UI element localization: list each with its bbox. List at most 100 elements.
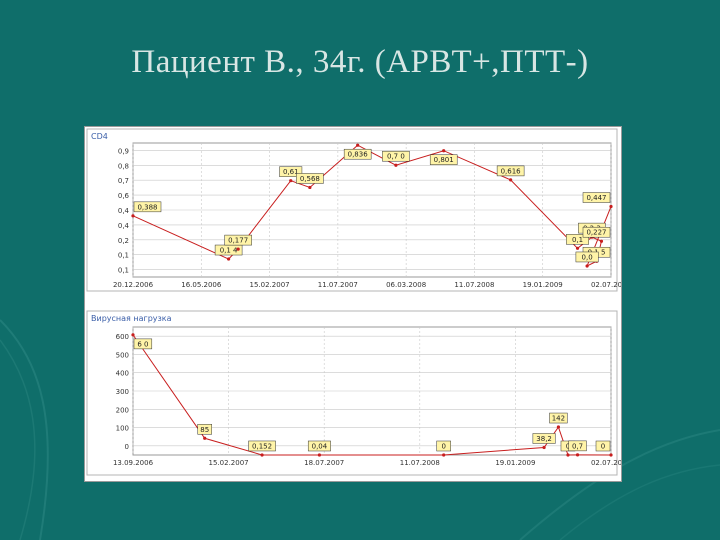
data-label-box [566,234,589,245]
data-point [227,257,231,261]
charts-canvas: CD4 0,1 0,1 0,2 0,4 0,4 0,6 0,7 0,8 0,9 20.12.2006… [86,128,621,476]
data-point [356,143,360,147]
data-point [585,264,589,268]
y-tick-label: 400 [116,370,129,378]
x-tick-label: 15.02.2007 [209,459,249,467]
data-label: 0,7 [572,442,583,450]
data-label-box [307,440,331,452]
chart-panel: CD4 0,1 0,1 0,2 0,4 0,4 0,6 0,7 0,8 0,9 20.12.2006… [84,126,622,482]
y-tick-label: 0,4 [118,222,130,230]
data-label: 0,447 [586,194,606,202]
data-label: 0 [441,443,445,451]
x-tick-label: 11.07.2008 [454,281,494,289]
data-point [260,453,264,457]
y-tick-label: 600 [116,333,129,341]
data-label: 0,388 [137,203,157,211]
data-label: 0,227 [586,229,606,237]
data-label-box [582,192,611,203]
y-tick-label: 100 [116,425,129,433]
data-label: 0,568 [300,175,320,183]
y-tick-label: 200 [116,406,129,414]
x-tick-label: 19.01.2009 [495,459,535,467]
x-tick-label: 19.01.2009 [523,281,563,289]
data-point [308,185,312,190]
data-label: 0,616 [501,167,522,175]
data-label: 0 [601,443,605,451]
data-label: 0,04 [312,442,328,450]
chart-title: Вирусная нагрузка [91,314,172,323]
data-point [442,453,446,457]
data-label-box [382,150,410,162]
data-label-box [197,424,212,435]
data-point [317,453,322,457]
chart-title: CD4 [91,132,108,141]
data-label-box [133,338,153,350]
x-tick-label: 18.07.2007 [304,459,344,467]
data-label-box [133,201,162,213]
data-point [442,149,446,153]
data-point [131,214,135,218]
y-tick-label: 300 [116,388,129,396]
data-label-box [568,440,587,452]
data-point [566,453,570,457]
data-label: 0,177 [228,237,248,245]
data-label: 0,801 [434,156,454,164]
data-label: 0,152 [252,442,272,450]
data-point [575,453,580,457]
data-label-box [582,226,611,238]
data-label-box [343,148,372,160]
data-point [289,179,293,183]
x-tick-label: 20.12.2006 [113,281,154,289]
data-label: 85 [200,426,209,434]
y-tick-label: 0,7 [118,177,129,185]
y-tick-label: 0,1 [118,252,129,260]
data-point [609,453,613,457]
data-label-box [595,440,611,452]
data-point [509,178,513,182]
data-label: 0,7 0 [387,153,405,161]
data-label-box [224,234,252,246]
data-point [556,425,561,429]
y-tick-label: 500 [116,351,129,359]
data-label: 0,836 [348,151,369,159]
data-label: 142 [552,415,565,423]
x-tick-label: 06.03.2008 [386,281,426,289]
y-tick-label: 0,4 [118,207,130,215]
data-label: 0,61 [283,168,299,176]
y-tick-label: 0,1 [118,267,129,275]
x-tick-label: 16.05.2006 [181,281,222,289]
x-tick-label: 11.07.2007 [318,281,358,289]
data-label-box [496,165,525,177]
y-tick-label: 0,6 [118,192,130,200]
series-line [132,334,612,456]
data-point [394,163,398,167]
data-point [542,445,546,450]
y-tick-label: 0,8 [118,162,129,170]
x-tick-label: 02.07.2009 [591,281,621,289]
data-label-box [279,166,303,177]
data-label: 0 [566,443,570,451]
data-label-box [429,154,458,165]
data-label: 0,1 [572,236,583,244]
data-label: 38,2 [536,435,552,443]
x-tick-label: 02.07.2009 [591,459,621,467]
data-label-box [296,173,324,184]
data-label-box [248,440,276,452]
data-label: 0,1 4 [220,247,238,255]
data-label: 0,0 [582,253,593,261]
data-point [236,247,240,251]
y-tick-label: 0 [125,443,129,451]
data-label-box [549,412,568,424]
data-point [131,333,135,337]
x-tick-label: 13.09.2006 [113,459,154,467]
y-tick-label: 0,9 [118,147,129,155]
slide-title: Пациент В., 34г. (АРВТ+,ПТТ-) [131,44,589,80]
data-label-box [575,251,599,263]
data-label: 6 0 [137,340,148,348]
data-label-box [532,433,556,444]
data-point [203,436,207,440]
data-point [599,239,604,243]
data-point [575,246,580,250]
data-label-box [436,440,451,452]
